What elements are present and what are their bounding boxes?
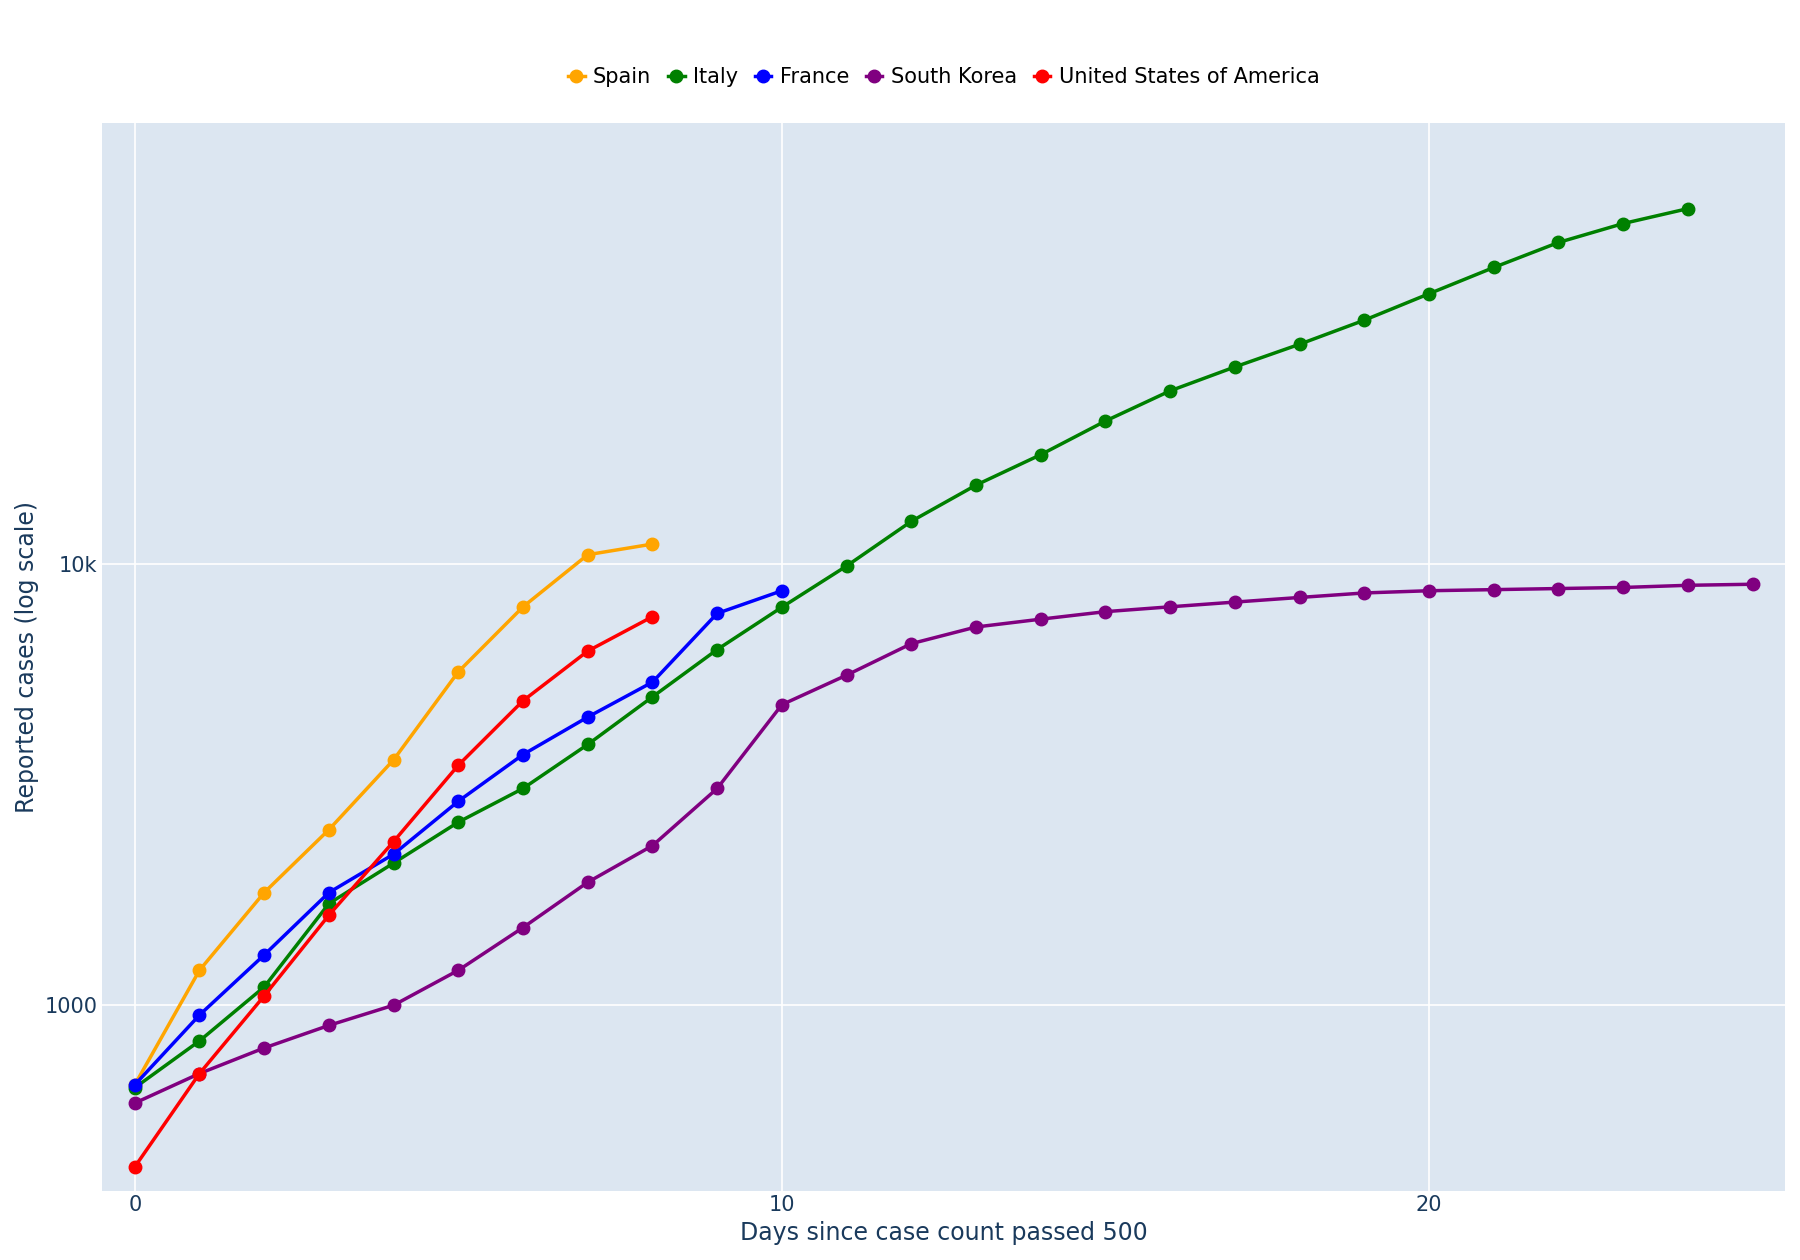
United States of America	[578, 644, 599, 659]
South Korea	[1418, 583, 1440, 598]
South Korea	[448, 963, 470, 978]
France	[383, 847, 405, 862]
Line: South Korea: South Korea	[128, 578, 1759, 1109]
South Korea	[1548, 581, 1570, 596]
South Korea	[835, 668, 857, 683]
Line: Italy: Italy	[128, 203, 1694, 1094]
United States of America	[319, 907, 340, 922]
South Korea	[965, 620, 986, 635]
United States of America	[254, 988, 275, 1003]
France	[124, 1077, 146, 1092]
Spain	[254, 885, 275, 900]
South Korea	[254, 1041, 275, 1056]
Italy	[1678, 202, 1699, 217]
Italy	[383, 856, 405, 871]
France	[448, 794, 470, 809]
United States of America	[124, 1159, 146, 1174]
Italy	[513, 781, 535, 796]
South Korea	[578, 874, 599, 890]
South Korea	[1678, 578, 1699, 593]
Spain	[578, 547, 599, 562]
United States of America	[383, 834, 405, 849]
Italy	[124, 1080, 146, 1095]
Italy	[189, 1033, 211, 1048]
Spain	[124, 1077, 146, 1092]
Line: France: France	[128, 585, 788, 1091]
Italy	[641, 689, 662, 704]
Italy	[254, 979, 275, 994]
Italy	[1613, 215, 1634, 231]
South Korea	[124, 1095, 146, 1110]
Italy	[1354, 312, 1375, 328]
Italy	[770, 600, 792, 615]
South Korea	[1742, 577, 1764, 592]
United States of America	[513, 693, 535, 708]
Italy	[900, 514, 922, 529]
Y-axis label: Reported cases (log scale): Reported cases (log scale)	[14, 500, 40, 813]
South Korea	[319, 1018, 340, 1033]
Italy	[706, 643, 727, 658]
Italy	[965, 478, 986, 493]
United States of America	[448, 757, 470, 772]
France	[513, 747, 535, 762]
South Korea	[189, 1066, 211, 1081]
Italy	[1548, 234, 1570, 249]
South Korea	[1613, 580, 1634, 595]
France	[254, 948, 275, 963]
Italy	[1483, 260, 1505, 275]
South Korea	[1159, 600, 1181, 615]
Italy	[1159, 383, 1181, 398]
South Korea	[1094, 604, 1116, 619]
South Korea	[1030, 611, 1051, 626]
Spain	[641, 537, 662, 552]
South Korea	[900, 636, 922, 651]
South Korea	[1483, 582, 1505, 597]
Italy	[1030, 447, 1051, 462]
France	[189, 1008, 211, 1023]
South Korea	[1354, 586, 1375, 601]
South Korea	[1289, 590, 1310, 605]
Spain	[383, 752, 405, 767]
South Korea	[770, 697, 792, 712]
South Korea	[641, 838, 662, 853]
Line: United States of America: United States of America	[128, 610, 659, 1173]
Italy	[1289, 336, 1310, 352]
Legend: Spain, Italy, France, South Korea, United States of America: Spain, Italy, France, South Korea, Unite…	[560, 58, 1328, 96]
Spain	[448, 664, 470, 679]
South Korea	[383, 998, 405, 1013]
Italy	[319, 896, 340, 911]
Italy	[1418, 286, 1440, 301]
France	[770, 583, 792, 598]
France	[706, 606, 727, 621]
Italy	[1224, 359, 1246, 374]
France	[578, 709, 599, 724]
South Korea	[513, 920, 535, 935]
United States of America	[641, 609, 662, 624]
Italy	[835, 558, 857, 573]
France	[641, 674, 662, 689]
Spain	[513, 600, 535, 615]
France	[319, 885, 340, 900]
South Korea	[1224, 595, 1246, 610]
Italy	[578, 737, 599, 752]
Italy	[448, 814, 470, 829]
X-axis label: Days since case count passed 500: Days since case count passed 500	[740, 1221, 1148, 1245]
United States of America	[189, 1066, 211, 1081]
Line: Spain: Spain	[128, 538, 659, 1091]
Spain	[319, 822, 340, 837]
South Korea	[706, 781, 727, 796]
Italy	[1094, 413, 1116, 428]
Spain	[189, 963, 211, 978]
